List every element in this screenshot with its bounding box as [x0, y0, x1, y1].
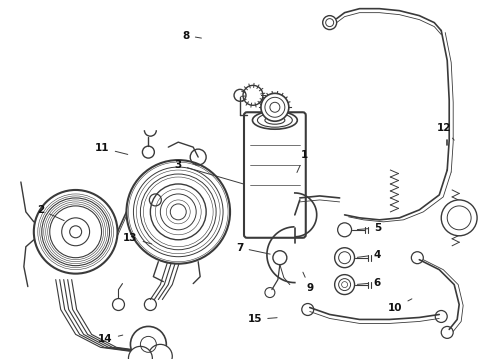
Text: 15: 15: [247, 314, 277, 324]
FancyBboxPatch shape: [244, 112, 305, 238]
Text: 13: 13: [123, 233, 151, 244]
Text: 4: 4: [357, 250, 380, 260]
Circle shape: [130, 327, 166, 360]
Ellipse shape: [252, 111, 297, 129]
Text: 2: 2: [37, 205, 64, 221]
Circle shape: [148, 345, 172, 360]
Text: 12: 12: [436, 123, 453, 140]
Circle shape: [337, 223, 351, 237]
Circle shape: [334, 248, 354, 268]
Text: 3: 3: [174, 160, 244, 184]
Text: 6: 6: [357, 278, 380, 288]
Text: 7: 7: [236, 243, 270, 254]
Circle shape: [126, 160, 229, 264]
Text: 14: 14: [98, 334, 122, 345]
Text: 9: 9: [302, 272, 313, 293]
Circle shape: [261, 93, 288, 121]
Circle shape: [128, 346, 152, 360]
Text: 8: 8: [182, 31, 201, 41]
Circle shape: [440, 200, 476, 236]
Text: 5: 5: [357, 223, 380, 233]
Text: 11: 11: [95, 143, 127, 154]
Text: 1: 1: [296, 150, 308, 172]
Circle shape: [34, 190, 117, 274]
Text: 10: 10: [387, 299, 411, 312]
Circle shape: [334, 275, 354, 294]
